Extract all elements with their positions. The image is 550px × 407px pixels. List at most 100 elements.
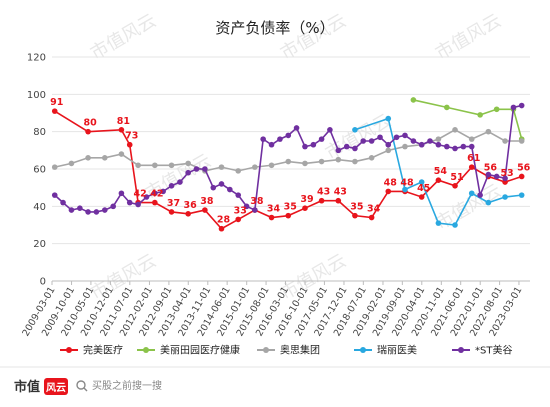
data-point [444,143,450,150]
series-line [354,117,522,226]
data-point [493,173,500,180]
data-point [327,127,333,133]
data-point [335,156,342,163]
series-layer [51,97,525,232]
data-point [218,164,225,170]
data-point [152,162,158,169]
data-point [343,143,350,150]
data-label: 34 [267,204,281,215]
data-point [460,143,467,150]
data-point [51,164,58,170]
data-point [468,143,475,150]
data-point [435,136,442,142]
data-point [502,175,508,182]
data-point [518,192,525,198]
data-label: 56 [517,162,531,173]
data-point [177,179,183,185]
data-point [435,177,442,183]
data-label: 48 [400,177,414,188]
data-point [285,212,292,219]
data-point [135,201,141,208]
legend-swatch-marker [66,347,72,353]
data-point [452,222,458,228]
data-point [368,155,375,161]
data-point [285,132,292,139]
y-tick-label: 60 [33,165,46,176]
y-tick-label: 100 [27,90,46,101]
data-point [101,155,108,161]
data-label: 56 [484,162,498,173]
legend[interactable]: 完美医疗 美丽田园医疗健康 奥思集团 瑞丽医美 *ST美谷 [60,344,512,357]
data-point [260,136,266,142]
data-point [385,141,392,148]
data-point [318,136,325,142]
data-label: 73 [125,131,138,142]
series-line [54,110,522,230]
data-point [377,134,383,141]
data-point [427,138,433,144]
data-point [444,104,450,111]
data-point [493,106,500,113]
data-point [352,158,358,165]
data-point [393,134,400,141]
data-point [385,147,392,154]
legend-item[interactable]: 完美医疗 [60,344,123,357]
data-point [402,143,408,150]
data-point [502,138,508,144]
data-point [452,183,458,189]
data-point [302,160,308,167]
data-point [85,209,91,215]
data-label: 34 [367,204,381,215]
data-point [435,141,442,148]
y-tick-label: 120 [27,53,46,64]
legend-item[interactable]: 瑞丽医美 [354,344,417,357]
legend-item[interactable]: 美丽田园医疗健康 [137,344,240,357]
data-label: 54 [434,166,448,177]
search-icon [76,380,88,392]
y-tick-label: 20 [33,239,46,250]
data-point [435,220,442,226]
data-point [185,160,191,167]
legend-label: 完美医疗 [83,344,123,357]
data-point [452,145,458,152]
watermark-text: 市值风云 [87,10,160,64]
data-point [143,194,150,200]
legend-item[interactable]: 奥思集团 [257,344,320,357]
data-point [418,179,425,185]
data-point [335,147,342,154]
y-tick-label: 0 [40,277,46,288]
footer-search-text[interactable]: 买股之前搜一搜 [92,379,162,392]
data-label: 39 [300,194,313,205]
data-point [160,188,166,195]
data-point [168,183,175,189]
footer-logo-badge-bg [44,378,68,395]
data-label: 53 [500,168,513,179]
legend-item[interactable]: *ST美谷 [452,344,512,357]
data-point [518,102,525,109]
data-point [485,128,492,135]
data-label: 91 [50,97,63,108]
data-point [502,194,508,200]
data-point [335,197,342,204]
data-point [518,173,525,180]
data-point [268,162,275,169]
data-point [302,143,308,150]
data-point [410,97,417,103]
data-point [51,108,58,114]
data-point [252,207,258,213]
data-point [318,158,325,165]
footer-logo: 市值 [14,379,40,395]
watermark-text: 市值风云 [432,180,505,234]
data-point [360,138,367,144]
data-point [202,166,208,172]
y-tick-label: 40 [33,202,46,213]
data-point [385,115,392,122]
data-point [485,171,492,178]
legend-label: 瑞丽医美 [377,344,417,357]
legend-swatch-marker [458,347,464,353]
data-point [68,207,75,213]
data-point [302,205,308,211]
data-point [410,138,417,144]
